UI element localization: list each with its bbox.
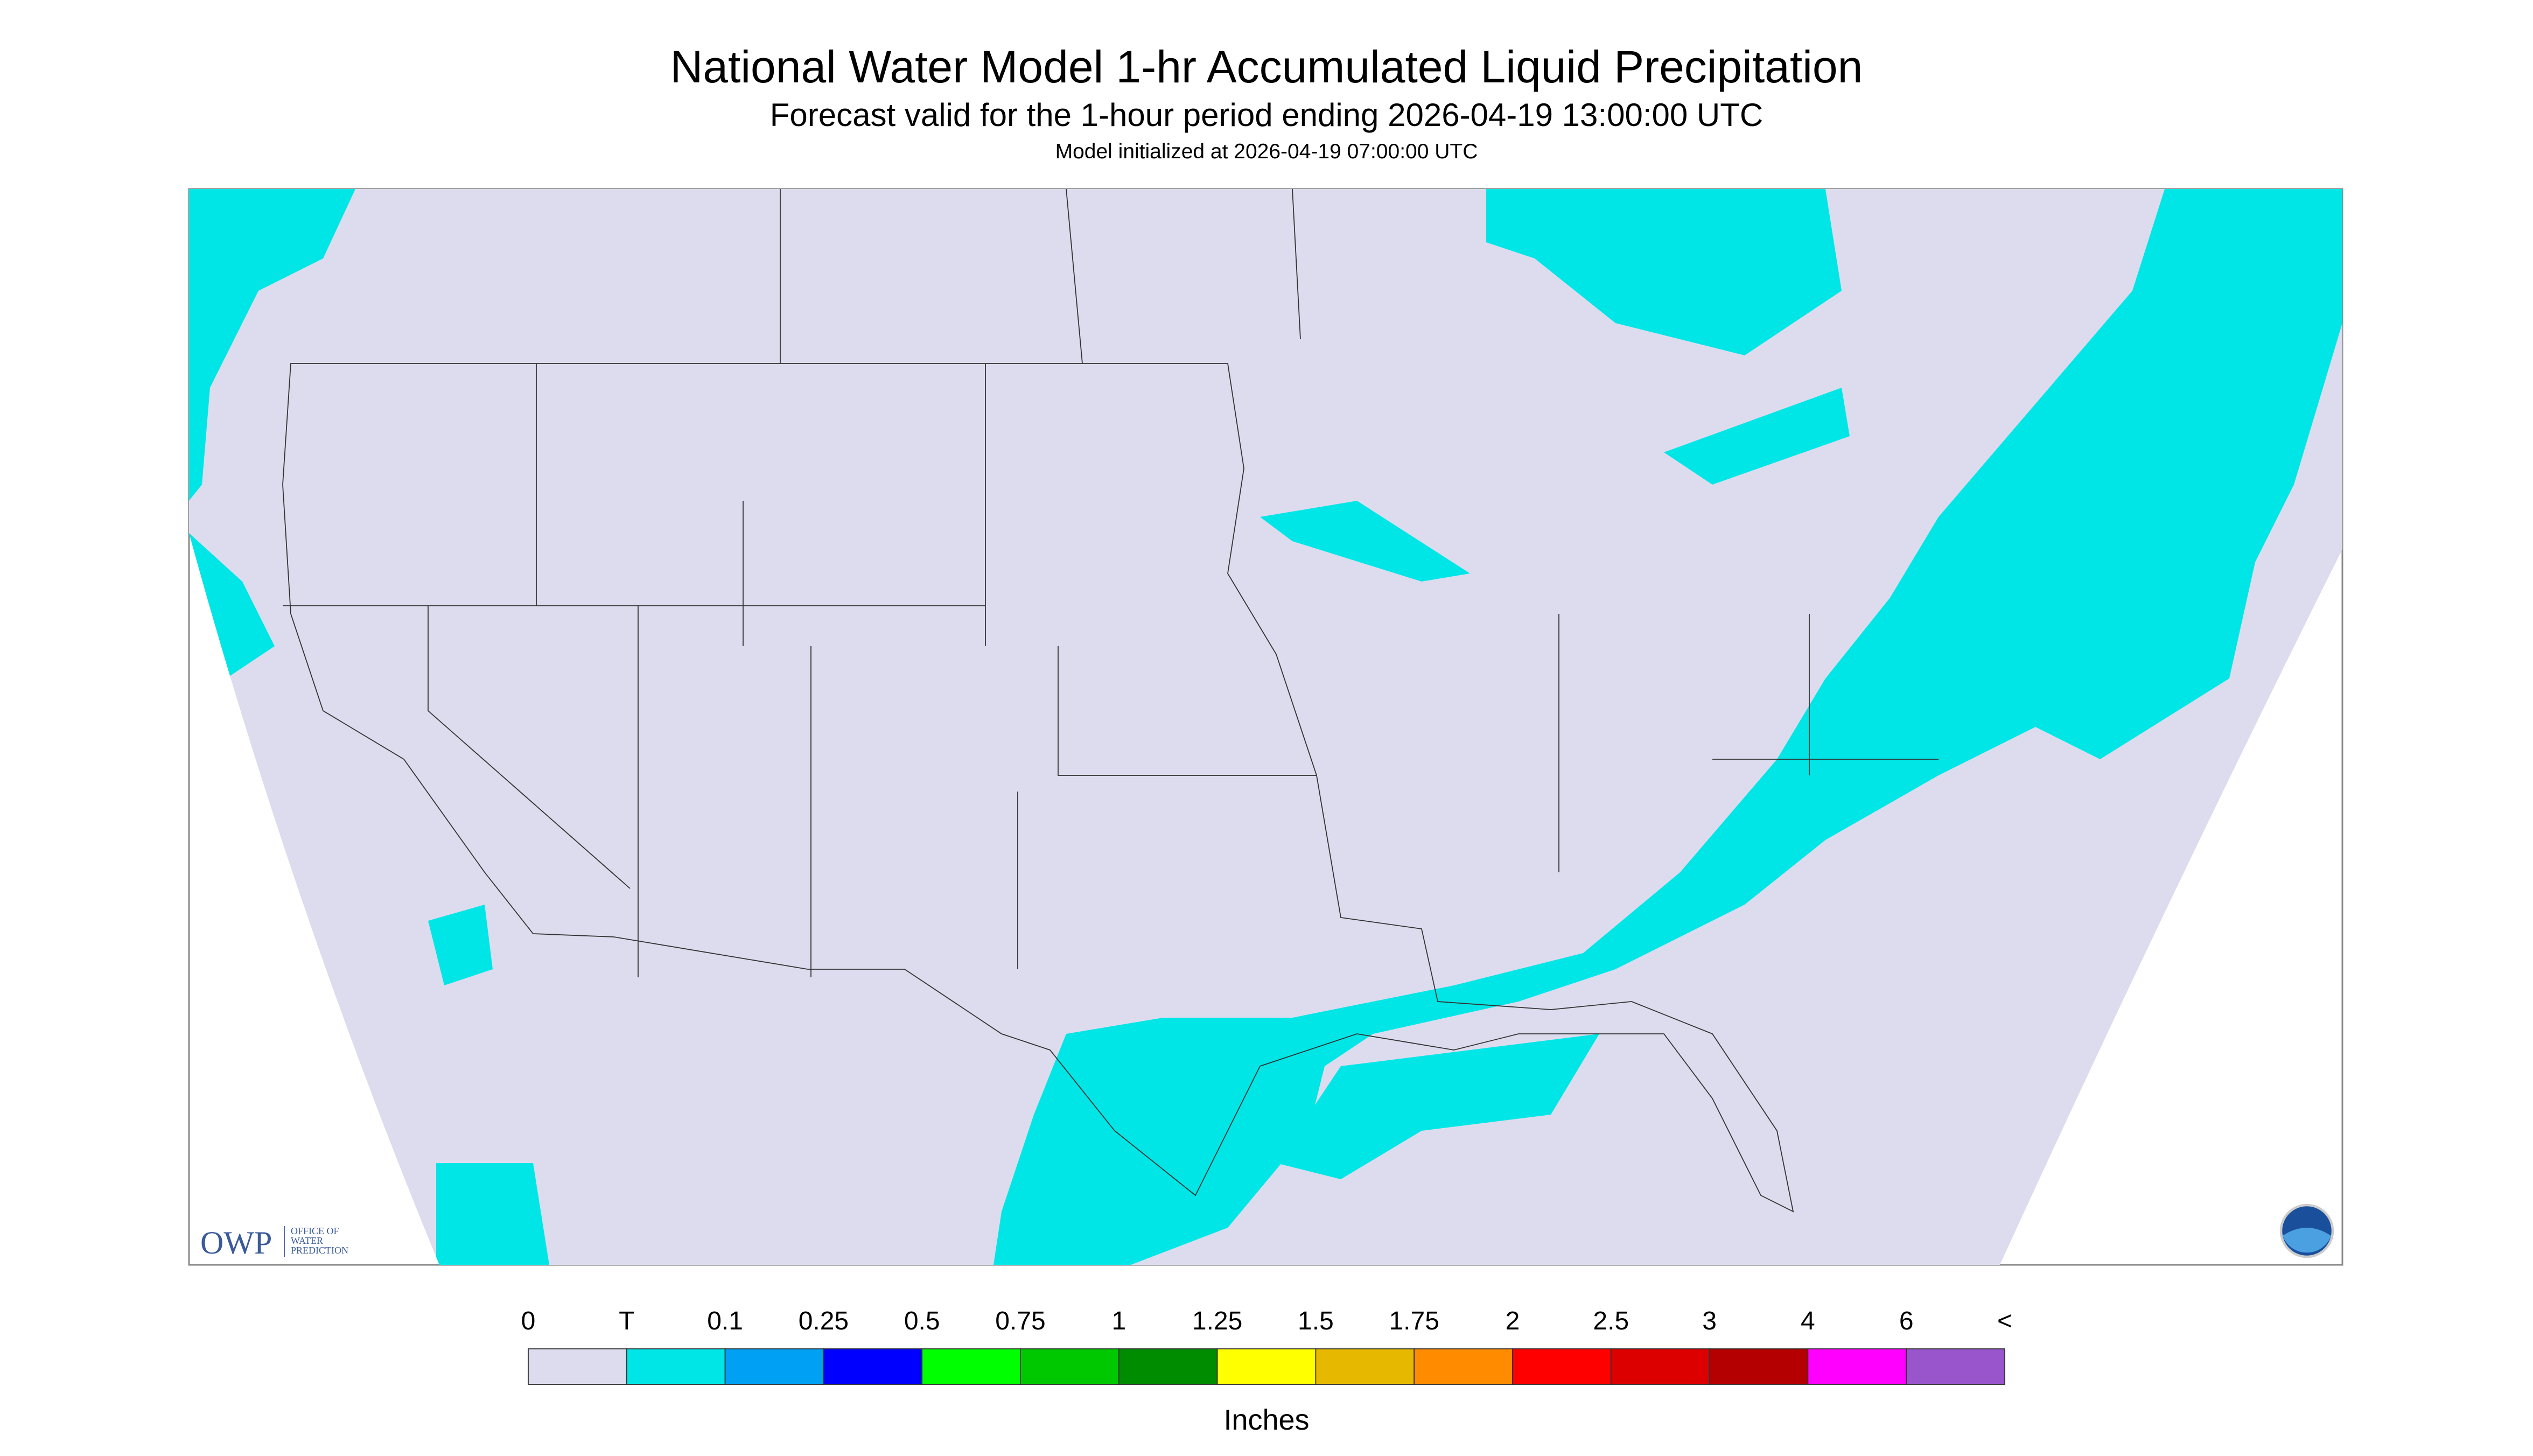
- legend-label: <: [1997, 1307, 2012, 1335]
- legend-swatch: [1216, 1348, 1317, 1385]
- precip-area: [993, 189, 2342, 1265]
- legend-swatch: [1906, 1348, 2005, 1385]
- legend-label: 2: [1506, 1307, 1520, 1335]
- legend-swatch: [528, 1348, 627, 1385]
- legend-label: 1: [1111, 1307, 1126, 1335]
- legend-swatch: [823, 1348, 923, 1385]
- legend-swatch: [1709, 1348, 1809, 1385]
- legend-label: 1.75: [1389, 1307, 1439, 1335]
- legend-swatch: [724, 1348, 824, 1385]
- state-lines: [283, 189, 1939, 978]
- logo-name-line: OFFICE OF: [291, 1226, 339, 1236]
- legend-label: 4: [1801, 1307, 1815, 1335]
- subtitle: Forecast valid for the 1-hour period end…: [770, 97, 1763, 133]
- precip-area: [1260, 501, 1470, 582]
- legend-label: 0.1: [707, 1307, 743, 1335]
- logo-acronym: OWP: [200, 1225, 272, 1261]
- legend-label: 0: [521, 1307, 536, 1335]
- legend-label: 1.25: [1192, 1307, 1242, 1335]
- country-outline: [282, 363, 1794, 1213]
- noaa-logo-wave: [2283, 1228, 2331, 1253]
- precip-area: [189, 189, 355, 501]
- precip-area: [436, 1163, 549, 1265]
- legend-label: 1.5: [1298, 1307, 1334, 1335]
- legend-label: 0.5: [904, 1307, 940, 1335]
- legend-swatch: [1020, 1348, 1119, 1385]
- legend-swatch: [1610, 1348, 1710, 1385]
- logo-name-line: WATER: [291, 1235, 323, 1246]
- legend-swatch: [626, 1348, 726, 1385]
- legend-swatch: [1512, 1348, 1612, 1385]
- legend-label: 0.25: [799, 1307, 849, 1335]
- legend-swatch: [1118, 1348, 1218, 1385]
- legend-label: 2.5: [1593, 1307, 1629, 1335]
- legend: 0 T 0.1 0.25 0.5 0.75 1 1.25 1.5 1.75 2 2.5 3 4 6 <: [521, 1307, 2012, 1385]
- legend-unit: Inches: [1223, 1404, 1309, 1436]
- legend-swatch: [1315, 1348, 1415, 1385]
- logo-name-line: PREDICTION: [291, 1245, 348, 1256]
- precip-area: [1486, 189, 1842, 356]
- title: National Water Model 1-hr Accumulated Li…: [670, 41, 1863, 92]
- init-note: Model initialized at 2026-04-19 07:00:00…: [1055, 140, 1478, 163]
- precip-area: [2019, 533, 2262, 760]
- legend-swatch: [1807, 1348, 1907, 1385]
- legend-label: 6: [1899, 1307, 1914, 1335]
- legend-label: T: [619, 1307, 634, 1335]
- precip-area: [1276, 1034, 1599, 1180]
- precip-area: [1664, 388, 1850, 485]
- legend-label: 0.75: [995, 1307, 1045, 1335]
- legend-swatch: [921, 1348, 1021, 1385]
- precip-area: [428, 905, 493, 986]
- borders: [282, 189, 1939, 1213]
- legend-swatch: [1414, 1348, 1513, 1385]
- model-domain: [189, 189, 2342, 1265]
- legend-label: 3: [1702, 1307, 1717, 1335]
